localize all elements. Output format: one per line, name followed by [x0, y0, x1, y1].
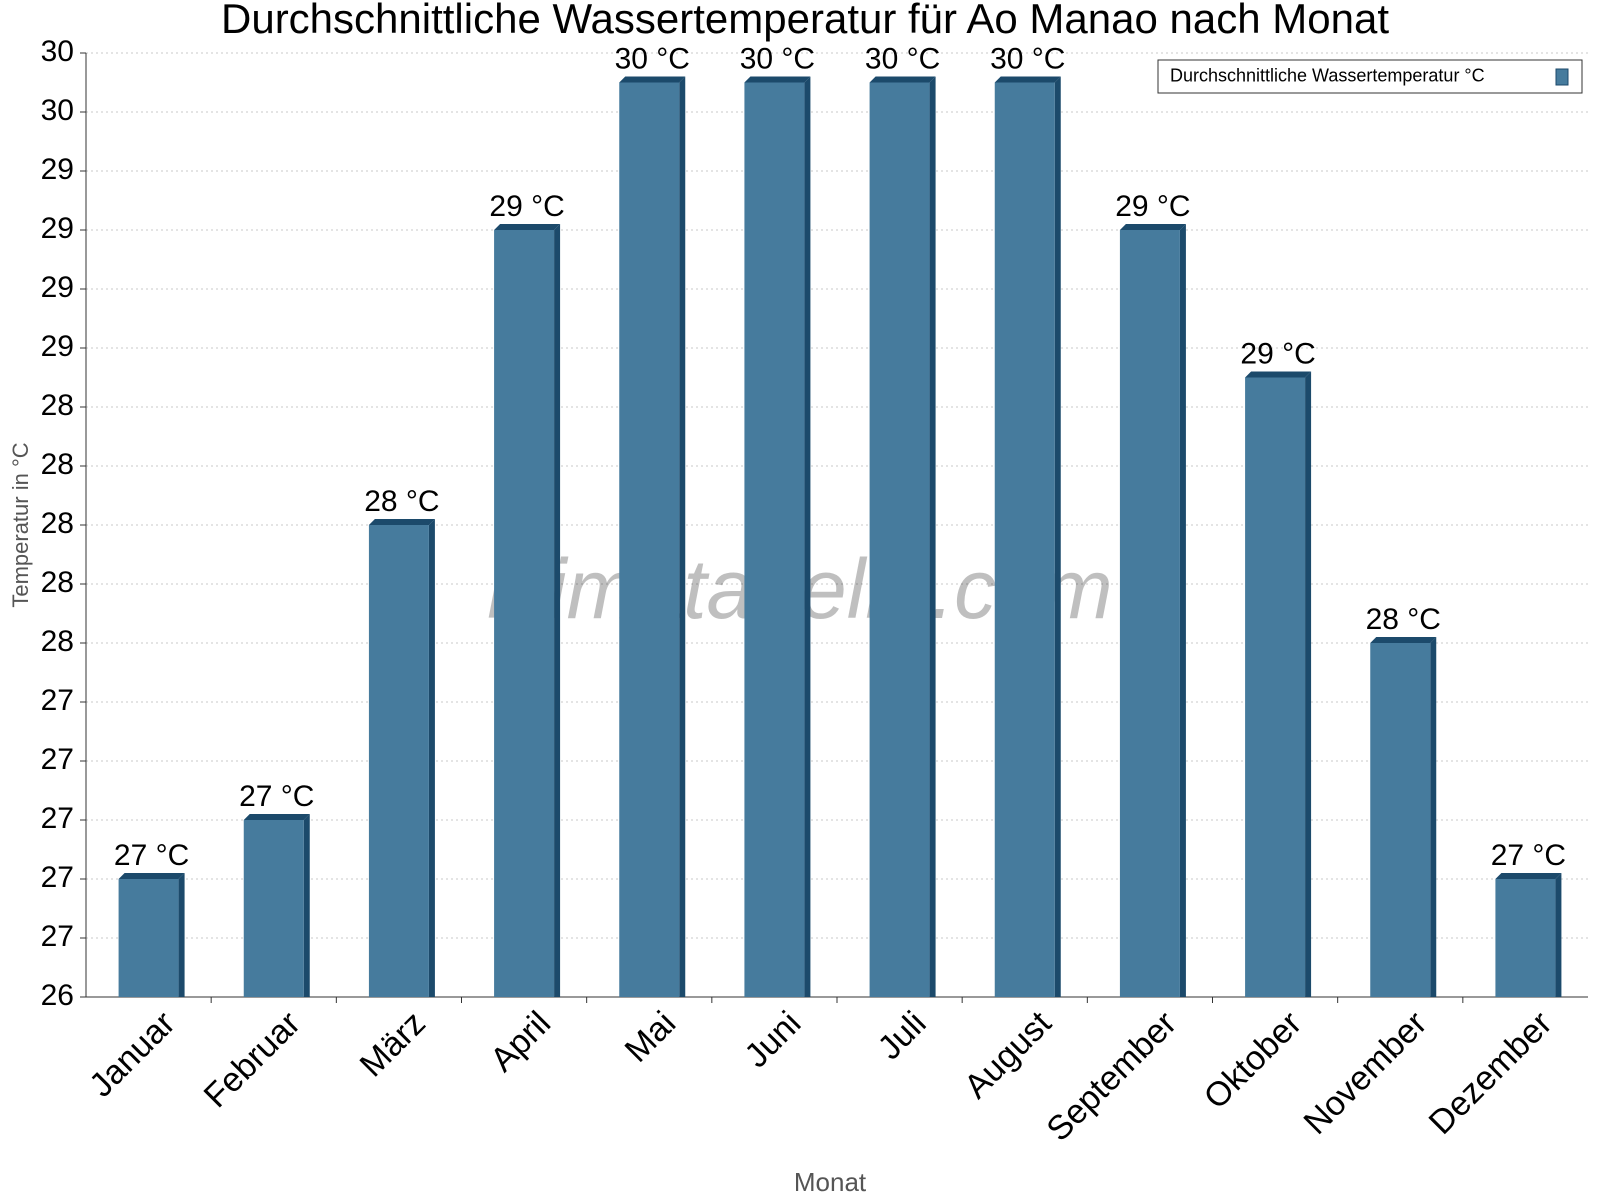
- value-label: 30 °C: [865, 42, 940, 75]
- bar-top: [243, 814, 310, 820]
- x-tick-label: Juni: [737, 1004, 808, 1075]
- y-tick-label: 26: [41, 979, 74, 1012]
- y-tick-label: 28: [41, 625, 74, 658]
- y-tick-label: 28: [41, 389, 74, 422]
- y-axis-title: Temperatur in °C: [8, 442, 33, 607]
- bar-side: [1305, 371, 1312, 997]
- value-label: 28 °C: [1366, 603, 1441, 636]
- bar-side: [178, 873, 185, 997]
- y-tick-label: 29: [41, 153, 74, 186]
- value-label: 30 °C: [740, 42, 815, 75]
- chart-title: Durchschnittliche Wassertemperatur für A…: [221, 0, 1389, 42]
- bar: [368, 525, 429, 997]
- y-tick-label: 28: [41, 448, 74, 481]
- bar: [619, 82, 680, 997]
- value-label: 30 °C: [990, 42, 1065, 75]
- bar-side: [679, 76, 686, 997]
- value-label: 27 °C: [239, 780, 314, 813]
- bar-side: [303, 814, 310, 997]
- bar-side: [428, 519, 435, 997]
- bar-top: [744, 76, 811, 83]
- bar: [1245, 377, 1306, 997]
- y-tick-label: 29: [41, 271, 74, 304]
- y-tick-label: 27: [41, 802, 74, 835]
- value-label: 30 °C: [615, 42, 690, 75]
- y-tick-label: 29: [41, 212, 74, 245]
- bar-top: [494, 224, 561, 230]
- bar-top: [1119, 224, 1186, 230]
- bar: [1370, 643, 1431, 997]
- bar-top: [118, 873, 185, 879]
- x-tick-label: Mai: [618, 1004, 684, 1070]
- bar: [494, 230, 555, 997]
- bar: [1119, 230, 1180, 997]
- value-label: 29 °C: [1240, 337, 1315, 370]
- y-tick-label: 29: [41, 330, 74, 363]
- bar-side: [554, 224, 561, 997]
- x-tick-label: Februar: [197, 1004, 308, 1115]
- x-tick-label: Juli: [871, 1004, 934, 1067]
- x-tick-label: Dezember: [1422, 1004, 1560, 1142]
- bar-top: [1245, 371, 1312, 378]
- bar-top: [994, 76, 1061, 83]
- y-tick-label: 27: [41, 920, 74, 953]
- x-tick-label: April: [483, 1004, 558, 1079]
- bar-top: [1370, 637, 1437, 643]
- bar-side: [1054, 76, 1061, 997]
- y-tick-label: 27: [41, 743, 74, 776]
- x-tick-label: Januar: [82, 1004, 182, 1104]
- bar: [1495, 879, 1556, 997]
- y-tick-label: 28: [41, 566, 74, 599]
- legend-swatch: [1555, 68, 1569, 86]
- x-tick-label: August: [957, 1004, 1059, 1106]
- bar-side: [804, 76, 811, 997]
- bar-top: [869, 76, 936, 83]
- value-label: 29 °C: [1115, 190, 1190, 223]
- y-tick-label: 28: [41, 507, 74, 540]
- value-label: 28 °C: [364, 485, 439, 518]
- bar: [994, 82, 1055, 997]
- y-tick-label: 27: [41, 861, 74, 894]
- bar-side: [1555, 873, 1562, 997]
- value-label: 29 °C: [489, 190, 564, 223]
- bar: [869, 82, 930, 997]
- bar-side: [1179, 224, 1186, 997]
- bar: [744, 82, 805, 997]
- bar-top: [619, 76, 686, 83]
- y-tick-label: 27: [41, 684, 74, 717]
- x-tick-label: September: [1039, 1004, 1183, 1148]
- x-tick-label: November: [1296, 1004, 1434, 1142]
- value-label: 27 °C: [114, 839, 189, 872]
- bar-side: [929, 76, 936, 997]
- bar-side: [1430, 637, 1437, 997]
- bar: [243, 820, 304, 997]
- bar-top: [368, 519, 435, 525]
- x-tick-label: März: [353, 1004, 433, 1084]
- legend-label: Durchschnittliche Wassertemperatur °C: [1170, 65, 1485, 85]
- x-axis-title: Monat: [794, 1167, 867, 1197]
- x-tick-label: Oktober: [1197, 1004, 1309, 1116]
- bar: [118, 879, 179, 997]
- legend-box: [1157, 59, 1583, 94]
- value-label: 27 °C: [1491, 839, 1566, 872]
- y-tick-label: 30: [41, 94, 74, 127]
- y-tick-label: 30: [41, 35, 74, 68]
- bar-top: [1495, 873, 1562, 879]
